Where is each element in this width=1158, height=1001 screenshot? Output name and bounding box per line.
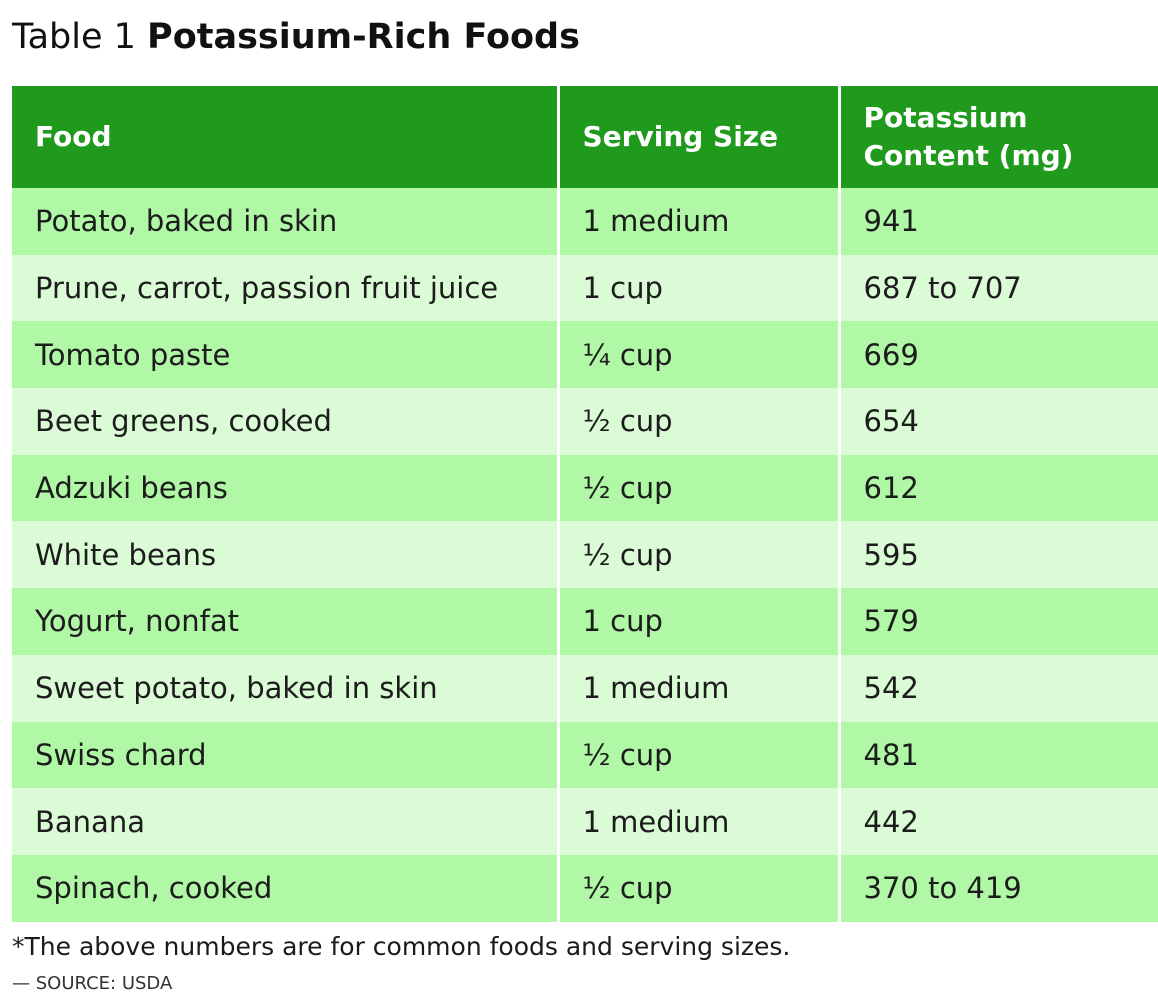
table-row: Spinach, cooked ½ cup 370 to 419 bbox=[12, 854, 1158, 922]
cell-potassium: 669 bbox=[839, 321, 1158, 389]
table-title-text: Potassium-Rich Foods bbox=[147, 17, 580, 57]
source-credit: — SOURCE: USDA bbox=[12, 973, 173, 994]
cell-serving-size: 1 medium bbox=[558, 788, 841, 855]
cell-food: Yogurt, nonfat bbox=[12, 588, 560, 655]
table-title: Table 1 Potassium-Rich Foods bbox=[12, 14, 580, 60]
cell-potassium: 612 bbox=[839, 454, 1158, 522]
cell-serving-size: 1 cup bbox=[558, 254, 841, 322]
cell-food: Adzuki beans bbox=[12, 454, 560, 522]
header-serving-size: Serving Size bbox=[558, 86, 841, 188]
cell-serving-size: 1 medium bbox=[558, 188, 841, 255]
cell-potassium: 442 bbox=[839, 788, 1158, 855]
table-row: Banana 1 medium 442 bbox=[12, 788, 1158, 855]
potassium-foods-table: Food Serving Size Potassium Content (mg)… bbox=[12, 86, 1158, 922]
cell-food: Spinach, cooked bbox=[12, 854, 560, 922]
table-row: Potato, baked in skin 1 medium 941 bbox=[12, 188, 1158, 255]
cell-food: Swiss chard bbox=[12, 721, 560, 789]
cell-food: White beans bbox=[12, 521, 560, 589]
cell-potassium: 595 bbox=[839, 521, 1158, 589]
cell-serving-size: 1 cup bbox=[558, 588, 841, 655]
table-row: Tomato paste ¼ cup 669 bbox=[12, 321, 1158, 389]
cell-potassium: 481 bbox=[839, 721, 1158, 789]
cell-food: Potato, baked in skin bbox=[12, 188, 560, 255]
cell-food: Tomato paste bbox=[12, 321, 560, 389]
cell-serving-size: ½ cup bbox=[558, 454, 841, 522]
table-row: Beet greens, cooked ½ cup 654 bbox=[12, 388, 1158, 455]
cell-serving-size: ½ cup bbox=[558, 388, 841, 455]
cell-food: Banana bbox=[12, 788, 560, 855]
table-number: Table 1 bbox=[12, 17, 136, 57]
cell-serving-size: ½ cup bbox=[558, 521, 841, 589]
table-row: Sweet potato, baked in skin 1 medium 542 bbox=[12, 654, 1158, 722]
cell-serving-size: ¼ cup bbox=[558, 321, 841, 389]
cell-potassium: 542 bbox=[839, 654, 1158, 722]
table-row: Prune, carrot, passion fruit juice 1 cup… bbox=[12, 254, 1158, 322]
cell-serving-size: ½ cup bbox=[558, 721, 841, 789]
cell-potassium: 941 bbox=[839, 188, 1158, 255]
cell-potassium: 687 to 707 bbox=[839, 254, 1158, 322]
table-row: White beans ½ cup 595 bbox=[12, 521, 1158, 589]
cell-serving-size: 1 medium bbox=[558, 654, 841, 722]
cell-food: Prune, carrot, passion fruit juice bbox=[12, 254, 560, 322]
header-potassium-content: Potassium Content (mg) bbox=[839, 86, 1158, 188]
table-row: Yogurt, nonfat 1 cup 579 bbox=[12, 588, 1158, 655]
header-row: Food Serving Size Potassium Content (mg) bbox=[12, 86, 1158, 188]
cell-serving-size: ½ cup bbox=[558, 854, 841, 922]
header-food: Food bbox=[12, 86, 560, 188]
cell-potassium: 579 bbox=[839, 588, 1158, 655]
footnote: *The above numbers are for common foods … bbox=[12, 932, 791, 961]
table-row: Adzuki beans ½ cup 612 bbox=[12, 454, 1158, 522]
cell-food: Beet greens, cooked bbox=[12, 388, 560, 455]
cell-potassium: 654 bbox=[839, 388, 1158, 455]
cell-potassium: 370 to 419 bbox=[839, 854, 1158, 922]
table-row: Swiss chard ½ cup 481 bbox=[12, 721, 1158, 789]
cell-food: Sweet potato, baked in skin bbox=[12, 654, 560, 722]
